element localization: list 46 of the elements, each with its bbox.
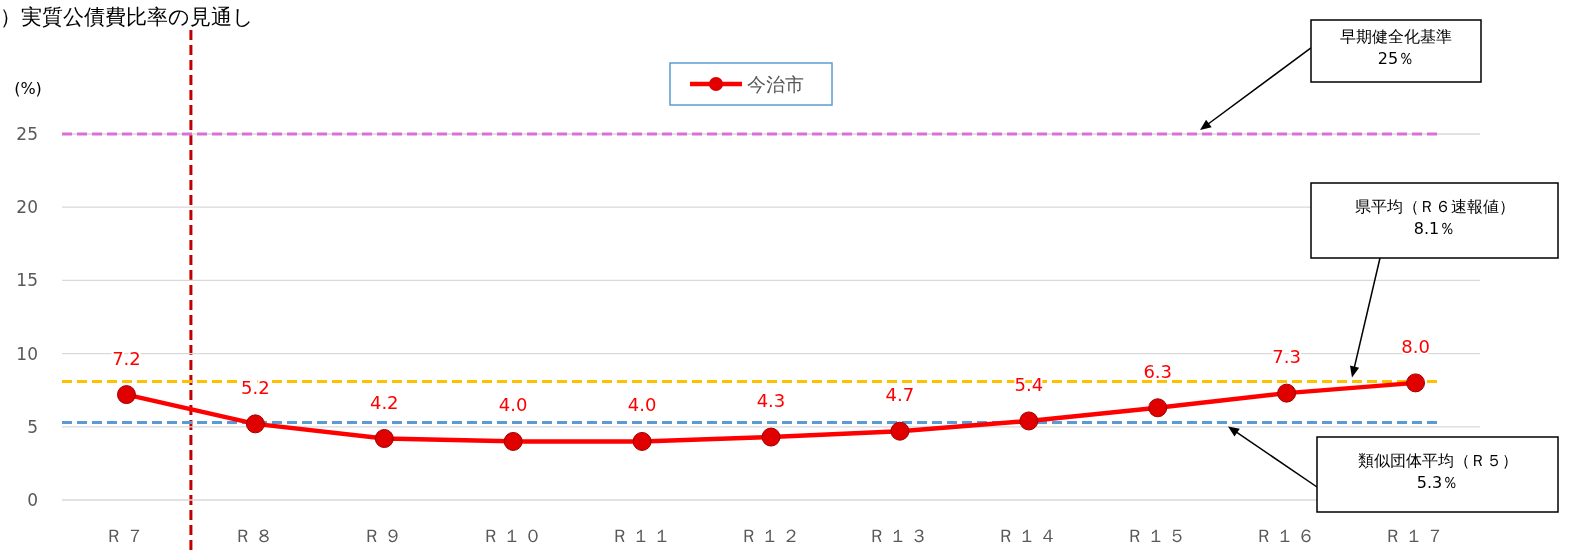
- y-tick-label: 25: [16, 124, 38, 144]
- point: [761, 427, 781, 447]
- point: [1019, 411, 1039, 431]
- data-label: 6.3: [1143, 360, 1173, 382]
- legend-label: 今治市: [747, 73, 804, 95]
- point: [503, 431, 523, 451]
- y-axis-title: (%): [14, 79, 42, 98]
- point: [1277, 383, 1297, 403]
- callout: 早期健全化基準 25％: [1200, 19, 1482, 130]
- point: [116, 385, 136, 405]
- point: [1148, 398, 1168, 418]
- x-tick-label: Ｒ１２: [739, 525, 803, 546]
- point: [632, 431, 652, 451]
- y-tick-label: 0: [27, 490, 38, 510]
- data-label: 7.3: [1272, 346, 1301, 368]
- annotation: 県平均（Ｒ６速報値） 8.1％: [1354, 196, 1515, 238]
- data-label: 5.2: [241, 376, 270, 398]
- annotation: 類似団体平均（Ｒ５） 5.3％: [1357, 450, 1518, 492]
- legend: 今治市: [669, 62, 833, 106]
- x-tick-label: Ｒ１３: [868, 525, 932, 546]
- data-label: 4.0: [498, 394, 528, 416]
- x-tick-label: Ｒ１１: [610, 525, 674, 546]
- point: [374, 429, 394, 449]
- data-label: 4.3: [756, 390, 786, 412]
- x-tick-label: Ｒ７: [105, 525, 148, 546]
- y-tick-label: 10: [16, 343, 38, 364]
- data-label: 4.0: [627, 394, 657, 416]
- chart-title: ）実質公債費比率の見通し: [0, 5, 254, 29]
- x-tick-label: Ｒ１４: [997, 525, 1061, 546]
- y-tick-label: 5: [27, 416, 38, 437]
- y-tick-label: 20: [16, 197, 38, 218]
- data-label: 4.7: [885, 384, 915, 406]
- data-label: 4.2: [369, 391, 399, 413]
- callout: 類似団体平均（Ｒ５） 5.3％: [1228, 426, 1559, 513]
- y-tick-label: 15: [16, 270, 38, 291]
- data-label: 8.0: [1401, 335, 1430, 357]
- point: [1406, 373, 1426, 393]
- point: [890, 421, 910, 441]
- x-tick-label: Ｒ１５: [1126, 525, 1190, 546]
- x-tick-label: Ｒ１７: [1384, 525, 1448, 546]
- point: [245, 414, 265, 434]
- x-tick-label: Ｒ８: [234, 525, 277, 546]
- x-tick-label: Ｒ９: [363, 525, 406, 546]
- x-tick-label: Ｒ１０: [481, 525, 545, 546]
- data-label: 7.2: [112, 347, 141, 369]
- x-tick-label: Ｒ１６: [1255, 525, 1319, 546]
